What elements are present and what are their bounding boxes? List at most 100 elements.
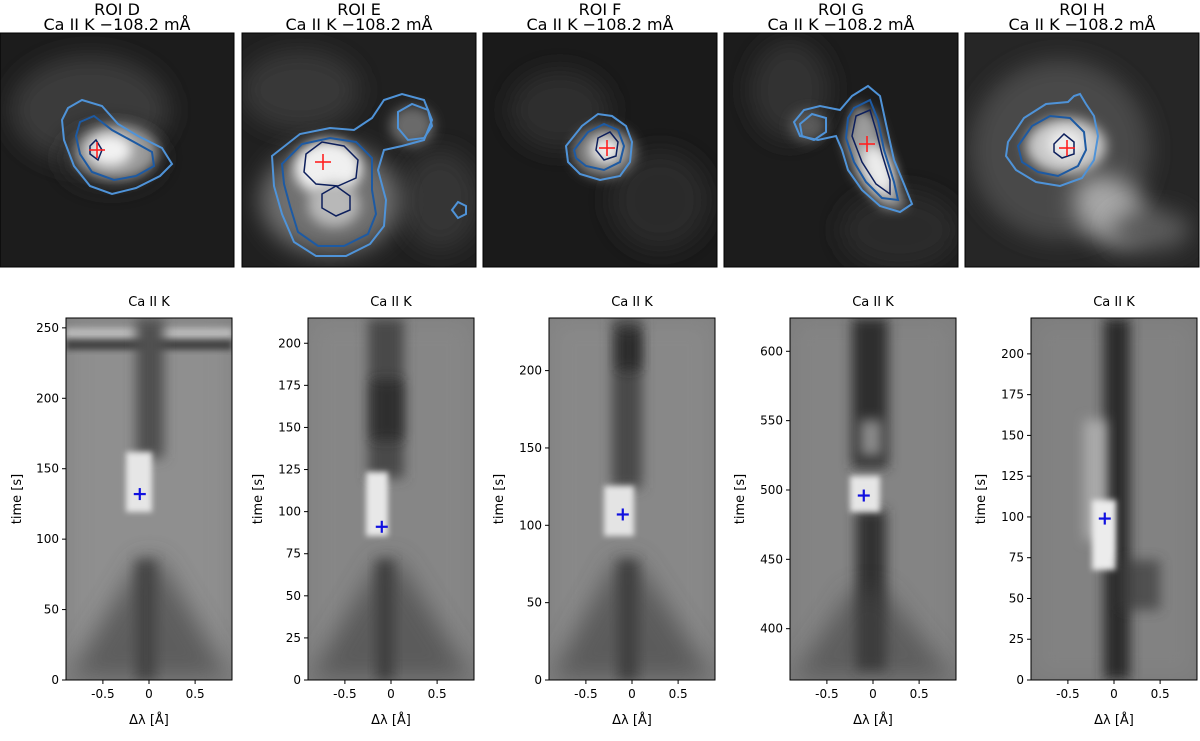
peak-marker bbox=[315, 154, 331, 170]
x-axis-label: Δλ [Å] bbox=[1094, 712, 1134, 728]
roi-subtitle: Ca II K −108.2 mÅ bbox=[768, 15, 915, 34]
roi-panel-e: ROI E Ca II K −108.2 mÅ bbox=[241, 0, 477, 268]
plot-title: Ca II K bbox=[128, 295, 170, 310]
roi-image bbox=[724, 33, 958, 267]
roi-panel-f: ROI F Ca II K −108.2 mÅ bbox=[482, 0, 718, 268]
y-tick-label: 125 bbox=[278, 463, 301, 477]
y-tick-label: 25 bbox=[1009, 632, 1024, 646]
outer-contour bbox=[270, 92, 434, 257]
time-marker bbox=[133, 488, 146, 501]
roi-subtitle: Ca II K −108.2 mÅ bbox=[1009, 15, 1156, 34]
x-tick-label: 0.5 bbox=[910, 687, 929, 701]
inner-contour bbox=[303, 141, 359, 187]
y-tick-label: 550 bbox=[760, 414, 783, 428]
outer-contour bbox=[564, 112, 634, 182]
x-tick-label: 0 bbox=[145, 687, 153, 701]
y-axis: 400 450 500 550 600 bbox=[760, 344, 790, 636]
spectrum-panel-h: Ca II K -0.5 0 0.5 0255075100125150175200 … bbox=[974, 295, 1198, 728]
roi-image bbox=[242, 33, 476, 267]
y-tick-label: 500 bbox=[760, 483, 783, 497]
y-axis-label: time [s] bbox=[974, 474, 989, 524]
heatmap-image bbox=[549, 318, 715, 680]
y-tick-label: 150 bbox=[519, 441, 542, 455]
y-tick-label: 200 bbox=[519, 364, 542, 378]
x-axis-label: Δλ [Å] bbox=[853, 712, 893, 728]
x-tick-label: 0 bbox=[387, 687, 395, 701]
roi-subtitle: Ca II K −108.2 mÅ bbox=[527, 15, 674, 34]
y-tick-label: 175 bbox=[1001, 388, 1024, 402]
plot-title: Ca II K bbox=[611, 295, 653, 310]
y-axis: 0 25 50 75 100 125 150 175 200 bbox=[1001, 347, 1031, 687]
peak-marker bbox=[1059, 140, 1075, 156]
inner-contour-secondary bbox=[321, 185, 351, 217]
y-tick-label: 100 bbox=[278, 505, 301, 519]
y-tick-label: 200 bbox=[278, 336, 301, 350]
outer-contour bbox=[792, 84, 914, 214]
x-axis: -0.5 0 0.5 bbox=[91, 680, 205, 701]
roi-panel-g: ROI G Ca II K −108.2 mÅ bbox=[723, 0, 959, 268]
y-axis-label: time [s] bbox=[492, 474, 507, 524]
y-tick-label: 250 bbox=[36, 321, 59, 335]
roi-title: ROI D bbox=[94, 0, 140, 19]
x-axis-label: Δλ [Å] bbox=[371, 712, 411, 728]
y-axis-label: time [s] bbox=[733, 474, 748, 524]
y-tick-label: 450 bbox=[760, 552, 783, 566]
roi-title: ROI H bbox=[1059, 0, 1105, 19]
inner-contour bbox=[595, 131, 619, 161]
y-tick-label: 200 bbox=[1001, 347, 1024, 361]
y-tick-label: 175 bbox=[278, 378, 301, 392]
plot-title: Ca II K bbox=[370, 295, 412, 310]
x-tick-label: -0.5 bbox=[574, 687, 597, 701]
heatmap-image bbox=[1031, 318, 1197, 680]
roi-subtitle: Ca II K −108.2 mÅ bbox=[286, 15, 433, 34]
y-tick-label: 150 bbox=[1001, 428, 1024, 442]
y-tick-label: 150 bbox=[36, 462, 59, 476]
x-axis: -0.5 0 0.5 bbox=[815, 680, 929, 701]
roi-panel-h: ROI H Ca II K −108.2 mÅ bbox=[964, 0, 1200, 268]
y-axis: 0 50 100 150 200 250 bbox=[36, 321, 66, 687]
plot-title: Ca II K bbox=[1093, 295, 1135, 310]
time-marker bbox=[616, 508, 629, 521]
x-tick-label: 0.5 bbox=[669, 687, 688, 701]
outer-contour-small bbox=[450, 200, 467, 220]
y-tick-label: 100 bbox=[519, 518, 542, 532]
y-tick-label: 0 bbox=[51, 673, 59, 687]
roi-image bbox=[965, 33, 1199, 267]
x-tick-label: 0 bbox=[1110, 687, 1118, 701]
y-tick-label: 50 bbox=[286, 589, 301, 603]
heatmap-image bbox=[66, 318, 232, 680]
y-tick-label: 50 bbox=[527, 596, 542, 610]
y-axis: 0 25 50 75 100 125 150 175 200 bbox=[278, 336, 308, 687]
y-tick-label: 600 bbox=[760, 344, 783, 358]
time-marker bbox=[857, 489, 870, 502]
peak-marker bbox=[859, 136, 875, 152]
x-tick-label: 0 bbox=[869, 687, 877, 701]
x-axis: -0.5 0 0.5 bbox=[333, 680, 447, 701]
x-tick-label: -0.5 bbox=[333, 687, 356, 701]
mid-contour bbox=[74, 114, 156, 182]
y-tick-label: 50 bbox=[44, 603, 59, 617]
peak-marker bbox=[89, 142, 105, 158]
y-tick-label: 75 bbox=[286, 547, 301, 561]
heatmap-image bbox=[308, 318, 474, 680]
x-tick-label: -0.5 bbox=[1056, 687, 1079, 701]
time-marker bbox=[1098, 512, 1111, 525]
y-tick-label: 100 bbox=[36, 532, 59, 546]
peak-marker bbox=[599, 140, 615, 156]
spectrum-panel-f: Ca II K -0.5 0 0.5 0 50 100 150 200 Δλ [Å] tim… bbox=[492, 295, 716, 728]
plot-title: Ca II K bbox=[852, 295, 894, 310]
spectrum-panel-e: Ca II K -0.5 0 0.5 0255075100125150175200 … bbox=[251, 295, 475, 728]
y-axis: 0 50 100 150 200 bbox=[519, 364, 549, 687]
roi-title: ROI F bbox=[579, 0, 622, 19]
x-axis-label: Δλ [Å] bbox=[129, 712, 169, 728]
x-tick-label: 0.5 bbox=[428, 687, 447, 701]
y-tick-label: 150 bbox=[278, 420, 301, 434]
y-tick-label: 50 bbox=[1009, 591, 1024, 605]
y-tick-label: 125 bbox=[1001, 469, 1024, 483]
y-tick-label: 400 bbox=[760, 622, 783, 636]
y-tick-label: 75 bbox=[1009, 551, 1024, 565]
x-tick-label: 0 bbox=[628, 687, 636, 701]
mid-contour bbox=[572, 122, 626, 172]
x-tick-label: -0.5 bbox=[91, 687, 114, 701]
